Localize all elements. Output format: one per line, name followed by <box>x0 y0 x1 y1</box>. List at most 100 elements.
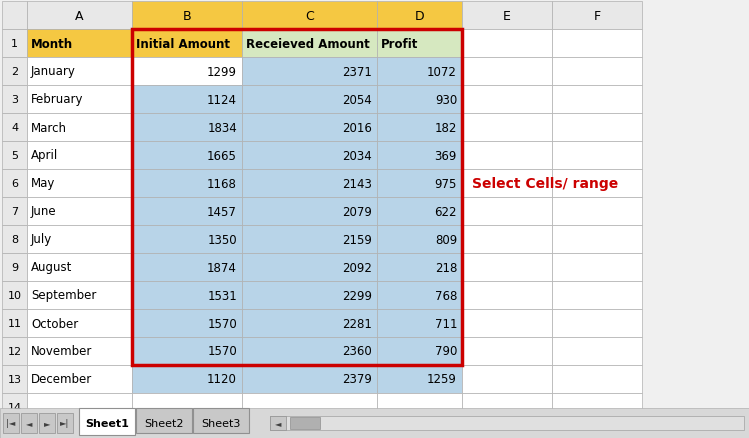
Text: A: A <box>75 10 84 22</box>
Bar <box>462 114 552 141</box>
Bar <box>27 337 132 365</box>
Bar <box>242 365 377 393</box>
Bar <box>27 198 132 226</box>
Text: 1120: 1120 <box>207 373 237 385</box>
Bar <box>132 30 462 365</box>
Bar <box>132 281 242 309</box>
Bar <box>132 58 242 86</box>
Bar <box>27 226 132 254</box>
Text: F: F <box>593 10 601 22</box>
Bar <box>2 393 27 421</box>
Bar <box>57 413 73 433</box>
Bar <box>136 408 192 433</box>
Bar <box>462 198 552 226</box>
Bar <box>290 417 320 429</box>
Bar <box>462 393 552 421</box>
Text: Month: Month <box>31 37 73 50</box>
Bar <box>132 198 242 226</box>
Bar <box>27 309 132 337</box>
Bar <box>377 30 462 58</box>
Text: 1168: 1168 <box>207 177 237 190</box>
Bar <box>552 170 642 198</box>
Bar <box>552 58 642 86</box>
Text: 12: 12 <box>7 346 22 356</box>
Bar <box>132 114 242 141</box>
Text: 2079: 2079 <box>342 205 372 218</box>
Text: July: July <box>31 233 52 246</box>
Text: Initial Amount: Initial Amount <box>136 37 230 50</box>
Bar <box>2 2 27 30</box>
Bar <box>2 226 27 254</box>
Text: March: March <box>31 121 67 134</box>
Bar <box>242 281 377 309</box>
Bar <box>39 413 55 433</box>
Bar <box>242 141 377 170</box>
Text: June: June <box>31 205 57 218</box>
Bar <box>552 226 642 254</box>
Text: 10: 10 <box>7 290 22 300</box>
Bar <box>132 141 242 170</box>
Bar <box>2 114 27 141</box>
Bar <box>377 86 462 114</box>
Bar <box>377 198 462 226</box>
Text: 768: 768 <box>434 289 457 302</box>
Text: May: May <box>31 177 55 190</box>
Bar <box>2 198 27 226</box>
Bar <box>462 337 552 365</box>
Bar <box>552 393 642 421</box>
Bar <box>2 30 27 58</box>
Text: D: D <box>415 10 425 22</box>
Text: ◄: ◄ <box>25 419 32 427</box>
Bar <box>552 141 642 170</box>
Bar <box>27 58 132 86</box>
Bar <box>462 365 552 393</box>
Bar <box>242 226 377 254</box>
Bar <box>0 408 749 438</box>
Text: Receieved Amount: Receieved Amount <box>246 37 370 50</box>
Bar <box>552 365 642 393</box>
Bar <box>462 309 552 337</box>
Bar <box>27 86 132 114</box>
Bar <box>242 114 377 141</box>
Text: 2371: 2371 <box>342 65 372 78</box>
Bar <box>21 413 37 433</box>
Bar <box>132 365 242 393</box>
Text: 1665: 1665 <box>207 149 237 162</box>
Text: 2299: 2299 <box>342 289 372 302</box>
Bar <box>242 393 377 421</box>
Text: 2092: 2092 <box>342 261 372 274</box>
Bar <box>2 337 27 365</box>
Bar <box>377 226 462 254</box>
Text: Sheet2: Sheet2 <box>145 418 184 428</box>
Bar <box>2 281 27 309</box>
Text: ►: ► <box>43 419 50 427</box>
Bar <box>2 86 27 114</box>
Bar <box>552 198 642 226</box>
Text: 1457: 1457 <box>207 205 237 218</box>
Text: 975: 975 <box>434 177 457 190</box>
Text: April: April <box>31 149 58 162</box>
Text: September: September <box>31 289 97 302</box>
Bar <box>377 393 462 421</box>
Text: 1299: 1299 <box>207 65 237 78</box>
Text: ►|: ►| <box>61 419 70 427</box>
Bar <box>242 170 377 198</box>
Bar <box>270 416 286 430</box>
Bar <box>132 170 242 198</box>
Bar <box>242 198 377 226</box>
Text: 2360: 2360 <box>342 345 372 358</box>
Text: 1834: 1834 <box>207 121 237 134</box>
Bar <box>132 86 242 114</box>
Bar <box>377 170 462 198</box>
Text: 2159: 2159 <box>342 233 372 246</box>
Bar <box>552 2 642 30</box>
Text: Profit: Profit <box>381 37 419 50</box>
Text: 2: 2 <box>11 67 18 77</box>
Text: 4: 4 <box>11 123 18 133</box>
Text: 2379: 2379 <box>342 373 372 385</box>
Bar <box>242 254 377 281</box>
Bar <box>27 170 132 198</box>
Bar <box>242 2 377 30</box>
Bar <box>2 309 27 337</box>
Text: 14: 14 <box>7 402 22 412</box>
